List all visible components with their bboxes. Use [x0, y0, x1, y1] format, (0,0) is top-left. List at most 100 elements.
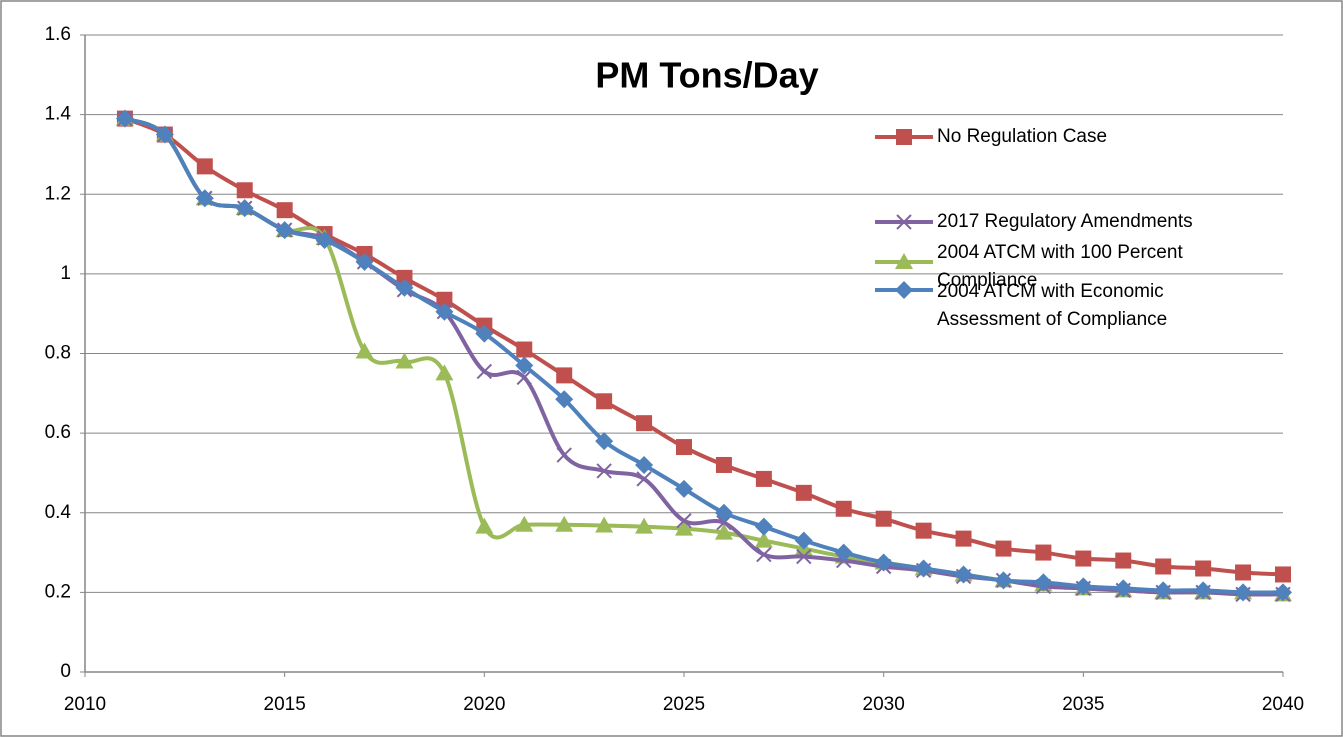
- x-tick-label: 2040: [1262, 694, 1304, 715]
- marker: [795, 484, 812, 501]
- marker: [756, 546, 772, 563]
- y-tick-label: 0.4: [45, 502, 72, 523]
- y-tick-label: 1: [60, 263, 71, 284]
- marker: [834, 543, 853, 562]
- marker: [355, 252, 374, 271]
- marker: [1074, 577, 1093, 596]
- marker: [315, 231, 334, 250]
- marker: [196, 158, 213, 175]
- marker: [914, 559, 933, 578]
- marker: [436, 291, 453, 308]
- x-tick-label: 2025: [663, 694, 705, 715]
- marker: [516, 369, 532, 386]
- marker: [794, 531, 813, 550]
- marker: [635, 455, 654, 474]
- legend-label: 2017 Regulatory Amendments: [937, 211, 1193, 232]
- marker: [435, 302, 454, 321]
- marker: [636, 415, 653, 432]
- x-tick-label: 2030: [863, 694, 905, 715]
- marker: [555, 390, 574, 409]
- marker: [556, 367, 573, 384]
- legend-item: [875, 281, 933, 299]
- marker: [515, 515, 534, 532]
- legend-label: 2004 ATCM with 100 Percent Compliance: [937, 242, 1183, 291]
- marker: [235, 199, 254, 218]
- marker: [595, 516, 614, 533]
- x-tick-label: 2020: [463, 694, 505, 715]
- marker: [476, 363, 493, 380]
- legend-item: [875, 129, 933, 145]
- marker: [355, 342, 374, 359]
- y-tick-label: 0: [60, 661, 71, 682]
- marker: [635, 517, 654, 534]
- marker: [994, 571, 1013, 590]
- marker: [1194, 581, 1213, 600]
- marker: [1114, 579, 1133, 598]
- marker: [754, 517, 773, 536]
- y-tick-label: 1.4: [45, 104, 72, 125]
- marker: [115, 109, 134, 128]
- marker: [596, 463, 612, 479]
- marker: [995, 540, 1012, 557]
- marker: [714, 503, 733, 522]
- marker: [395, 278, 414, 297]
- marker: [595, 432, 614, 451]
- marker: [1275, 566, 1291, 583]
- marker: [1155, 558, 1172, 575]
- marker: [896, 129, 912, 145]
- marker: [915, 522, 932, 539]
- marker: [955, 530, 972, 547]
- marker: [236, 182, 253, 199]
- legend-item: [875, 253, 933, 269]
- y-tick-label: 0.6: [45, 422, 71, 443]
- marker: [555, 515, 574, 532]
- marker: [715, 456, 732, 473]
- marker: [396, 269, 413, 286]
- marker: [755, 470, 772, 487]
- marker: [515, 356, 534, 375]
- marker: [716, 514, 732, 531]
- marker: [754, 531, 773, 548]
- marker: [395, 352, 414, 369]
- y-tick-label: 0.8: [45, 343, 71, 364]
- marker: [1034, 573, 1053, 592]
- marker: [1274, 583, 1292, 602]
- marker: [1234, 583, 1253, 602]
- marker: [874, 553, 893, 572]
- marker: [1154, 581, 1173, 600]
- marker: [475, 517, 494, 534]
- marker: [1115, 552, 1132, 569]
- marker: [275, 221, 294, 240]
- marker: [195, 189, 214, 208]
- marker: [516, 341, 533, 358]
- marker: [875, 510, 892, 527]
- x-tick-label: 2015: [264, 694, 306, 715]
- marker: [895, 253, 913, 269]
- marker: [1075, 550, 1092, 567]
- marker: [155, 125, 174, 144]
- marker: [675, 519, 693, 536]
- legend-label: No Regulation Case: [937, 126, 1108, 147]
- marker: [435, 364, 454, 381]
- marker: [276, 202, 293, 219]
- marker: [954, 565, 973, 584]
- marker: [676, 439, 692, 456]
- marker: [675, 479, 693, 498]
- y-tick-label: 1.6: [45, 24, 71, 45]
- marker: [676, 513, 692, 529]
- chart-title: PM Tons/Day: [595, 55, 818, 96]
- marker: [596, 393, 613, 410]
- x-tick-label: 2010: [64, 694, 106, 715]
- marker: [1235, 564, 1252, 581]
- marker: [1195, 560, 1212, 577]
- marker: [556, 447, 572, 463]
- legend-item: [875, 214, 933, 230]
- x-tick-label: 2035: [1062, 694, 1104, 715]
- marker: [475, 324, 494, 343]
- marker: [714, 523, 733, 540]
- marker: [636, 471, 652, 487]
- legend-label: 2004 ATCM with Economic Assessment of Co…: [937, 281, 1168, 330]
